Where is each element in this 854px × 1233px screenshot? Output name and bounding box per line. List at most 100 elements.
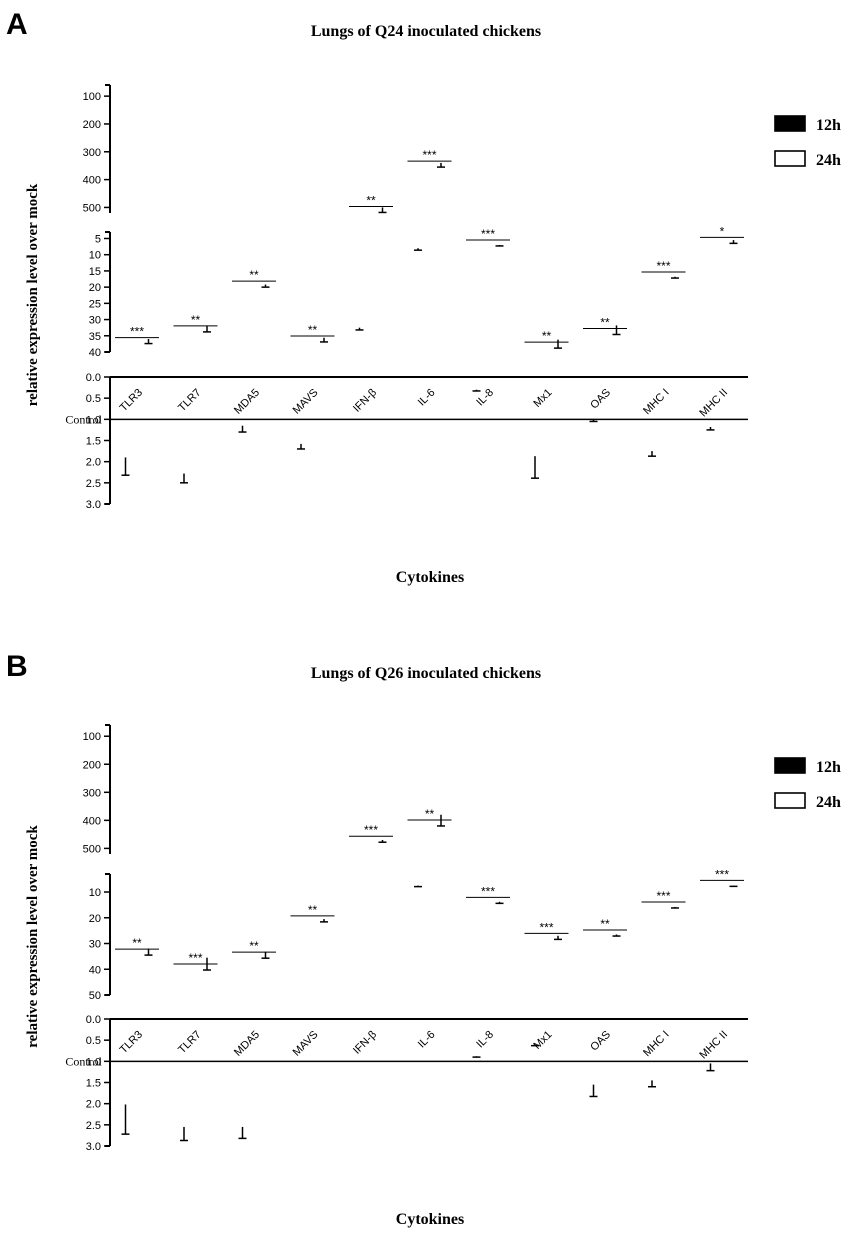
- x-tick-label: OAS: [588, 1029, 613, 1054]
- x-tick-label: Mx1: [531, 387, 554, 410]
- x-tick-label: IL-8: [474, 1029, 496, 1051]
- x-tick-label: MDA5: [232, 1029, 262, 1059]
- significance-label: ***: [539, 920, 553, 934]
- x-tick-label: MDA5: [232, 387, 262, 417]
- y-tick-label: 1.0: [86, 414, 101, 426]
- y-tick-label: 0.0: [86, 372, 101, 384]
- y-tick-label: 0.5: [86, 1035, 101, 1047]
- panel-letter: A: [6, 8, 28, 41]
- y-axis-label: relative expression level over mock: [25, 825, 41, 1048]
- significance-label: **: [132, 936, 142, 950]
- y-tick-label: 15: [89, 266, 101, 278]
- legend-swatch-12h: [774, 115, 806, 132]
- x-tick-label: TLR7: [176, 1029, 204, 1057]
- y-tick-label: 35: [89, 331, 101, 343]
- legend-swatch-24h: [774, 792, 806, 809]
- y-tick-label: 400: [83, 175, 101, 187]
- y-tick-label: 1.5: [86, 1078, 101, 1090]
- x-tick-label: OAS: [588, 387, 613, 412]
- y-tick-label: 1.5: [86, 436, 101, 448]
- y-tick-label: 400: [83, 815, 101, 827]
- x-tick-label: IL-6: [416, 1029, 438, 1051]
- significance-label: ***: [364, 823, 378, 837]
- significance-label: ***: [656, 259, 670, 273]
- x-axis-title: Cytokines: [396, 1211, 464, 1228]
- y-tick-label: 500: [83, 202, 101, 214]
- significance-label: **: [249, 268, 259, 282]
- y-tick-label: 25: [89, 298, 101, 310]
- x-tick-label: TLR3: [118, 1029, 146, 1057]
- y-tick-label: 40: [89, 347, 101, 359]
- significance-label: ***: [130, 325, 144, 339]
- x-tick-label: MAVS: [291, 1029, 321, 1059]
- y-axis-label: relative expression level over mock: [25, 183, 41, 406]
- significance-label: ***: [481, 227, 495, 241]
- significance-label: ***: [422, 148, 436, 162]
- y-tick-label: 2.0: [86, 1099, 101, 1111]
- y-tick-label: 30: [89, 315, 101, 327]
- significance-label: *: [720, 224, 725, 238]
- significance-label: **: [249, 939, 259, 953]
- significance-label: **: [600, 315, 610, 329]
- y-tick-label: 50: [89, 990, 101, 1002]
- x-tick-label: MAVS: [291, 387, 321, 417]
- y-tick-label: 3.0: [86, 499, 101, 511]
- x-tick-label: MHC II: [697, 387, 730, 420]
- legend-label-24h: 24h: [816, 794, 841, 811]
- significance-label: **: [366, 193, 376, 207]
- chart-title: Lungs of Q26 inoculated chickens: [311, 665, 541, 682]
- x-tick-label: MHC I: [641, 1029, 672, 1060]
- significance-label: **: [425, 807, 435, 821]
- control-label: Control: [65, 412, 102, 426]
- y-tick-label: 20: [89, 282, 101, 294]
- significance-label: **: [191, 313, 201, 327]
- x-tick-label: MHC II: [697, 1029, 730, 1062]
- legend-swatch-12h: [774, 757, 806, 774]
- x-tick-label: IL-8: [474, 387, 496, 409]
- significance-label: ***: [715, 867, 729, 881]
- significance-label: **: [600, 917, 610, 931]
- panel-letter: B: [6, 650, 28, 683]
- legend-swatch-24h: [774, 150, 806, 167]
- x-tick-label: IFN-β: [351, 1029, 379, 1057]
- y-tick-label: 20: [89, 913, 101, 925]
- y-tick-label: 200: [83, 759, 101, 771]
- y-tick-label: 500: [83, 843, 101, 855]
- x-axis-title: Cytokines: [396, 569, 464, 586]
- y-tick-label: 2.0: [86, 457, 101, 469]
- y-tick-label: 10: [89, 250, 101, 262]
- y-tick-label: 0.5: [86, 393, 101, 405]
- x-tick-label: TLR7: [176, 387, 204, 415]
- significance-label: **: [308, 323, 318, 337]
- y-tick-label: 2.5: [86, 478, 101, 490]
- y-tick-label: 100: [83, 731, 101, 743]
- control-label: Control: [65, 1054, 102, 1068]
- y-tick-label: 300: [83, 787, 101, 799]
- significance-label: ***: [188, 951, 202, 965]
- legend-label-12h: 12h: [816, 759, 841, 776]
- y-tick-label: 1.0: [86, 1056, 101, 1068]
- y-tick-label: 10: [89, 887, 101, 899]
- panel-a: A Lungs of Q24 inoculated chickens relativ…: [6, 8, 841, 586]
- significance-label: **: [308, 903, 318, 917]
- y-tick-label: 30: [89, 939, 101, 951]
- chart-title: Lungs of Q24 inoculated chickens: [311, 23, 541, 40]
- significance-label: ***: [481, 884, 495, 898]
- y-tick-label: 0.0: [86, 1014, 101, 1026]
- panel-b: B Lungs of Q26 inoculated chickens relativ…: [6, 650, 841, 1228]
- y-tick-label: 3.0: [86, 1141, 101, 1153]
- y-tick-label: 5: [95, 233, 101, 245]
- y-tick-label: 100: [83, 91, 101, 103]
- y-tick-label: 40: [89, 964, 101, 976]
- y-tick-label: 2.5: [86, 1120, 101, 1132]
- x-tick-label: TLR3: [118, 387, 146, 415]
- y-tick-label: 300: [83, 147, 101, 159]
- significance-label: ***: [656, 889, 670, 903]
- x-tick-label: IL-6: [416, 387, 438, 409]
- significance-label: **: [542, 329, 552, 343]
- x-tick-label: Mx1: [531, 1029, 554, 1052]
- legend-label-24h: 24h: [816, 152, 841, 169]
- x-tick-label: MHC I: [641, 387, 672, 418]
- x-tick-label: IFN-β: [351, 387, 379, 415]
